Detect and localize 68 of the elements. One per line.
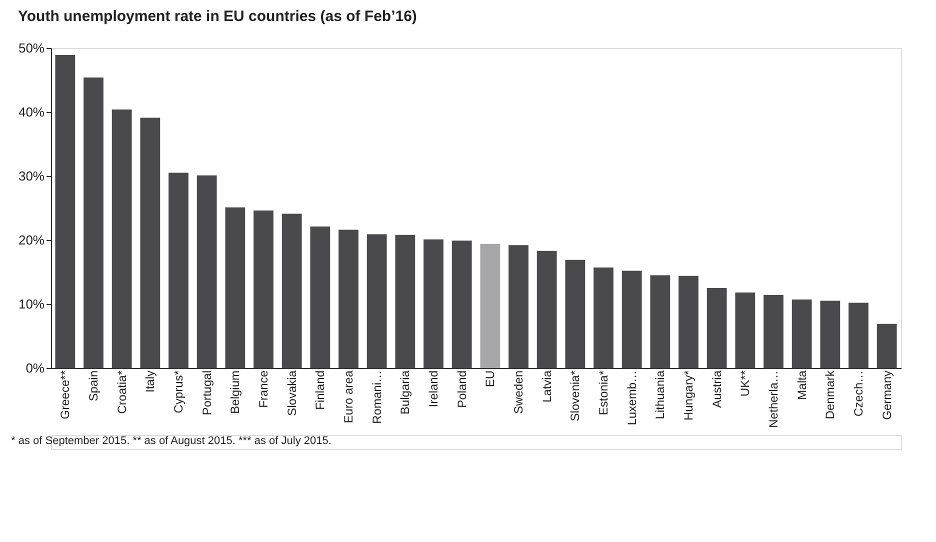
- x-tick-label: Latvia: [540, 370, 554, 403]
- bar: [764, 295, 784, 368]
- bar: [480, 244, 500, 368]
- bar: [254, 210, 274, 368]
- bar: [366, 234, 387, 368]
- x-tick-label: EU: [483, 370, 498, 388]
- x-tick-label: Czech…: [852, 370, 866, 417]
- x-tick-label: Portugal: [200, 370, 214, 416]
- x-tick-label: Italy: [143, 370, 158, 393]
- bar: [112, 109, 132, 368]
- x-tick-label: Finland: [313, 370, 328, 410]
- x-tick-label: Croatia*: [114, 370, 129, 414]
- y-tick-label: 0%: [26, 360, 45, 376]
- bar: [282, 214, 302, 368]
- bar: [876, 324, 897, 368]
- bar: [735, 292, 756, 368]
- y-tick-label: 10%: [18, 296, 45, 312]
- x-tick-label: France: [256, 370, 270, 408]
- x-tick-label: Hungary*: [682, 370, 696, 421]
- x-tick-label: Belgium: [228, 370, 242, 414]
- bar: [225, 207, 246, 368]
- bar: [536, 250, 557, 368]
- x-tick-label: Germany: [880, 370, 894, 420]
- x-tick-label: Denmark: [823, 370, 838, 420]
- y-tick-label: 20%: [18, 232, 45, 248]
- x-tick-label: Euro area: [342, 370, 356, 424]
- bar: [678, 276, 698, 368]
- x-tick-label: Luxemb…: [624, 370, 639, 426]
- x-tick-label: Bulgaria: [398, 370, 412, 415]
- bar: [594, 268, 614, 368]
- x-tick-label: Spain: [86, 370, 100, 402]
- x-tick-label: Sweden: [512, 370, 526, 414]
- y-tick-label: 30%: [18, 168, 45, 184]
- bar: [650, 275, 670, 368]
- x-tick-label: Cyprus*: [172, 370, 186, 414]
- bar: [820, 300, 840, 368]
- x-tick-label: Slovakia: [284, 370, 299, 416]
- bar: [395, 234, 416, 368]
- bar: [338, 230, 358, 368]
- bar: [168, 172, 188, 368]
- text: * as of September 2015. ** as of August 2015. *** as of July 2015.: [11, 435, 332, 447]
- y-tick-label: 50%: [18, 40, 45, 56]
- x-tick-label: Poland: [454, 370, 469, 408]
- bar: [310, 226, 330, 368]
- x-tick-label: Austria: [710, 370, 724, 408]
- bar: [622, 270, 642, 368]
- bar: [55, 55, 76, 368]
- x-tick-label: Greece**: [58, 370, 72, 420]
- bar: [706, 288, 727, 368]
- x-tick-label: Romani…: [370, 370, 384, 424]
- bar: [565, 260, 586, 368]
- bar: [196, 175, 217, 368]
- x-tick-label: Netherla…: [766, 370, 780, 428]
- x-tick-label: Estonia*: [596, 370, 610, 416]
- bar: [84, 77, 104, 368]
- bar: [424, 239, 444, 368]
- x-tick-label: Ireland: [426, 370, 440, 408]
- bar: [792, 300, 812, 368]
- x-tick-label: Lithuania: [653, 370, 668, 420]
- chart-title: Youth unemployment rate in EU countries (as of Feb’16): [18, 8, 417, 25]
- bar: [140, 118, 160, 368]
- y-tick-label: 40%: [18, 104, 45, 120]
- x-tick-label: UK**: [738, 370, 752, 397]
- bar: [508, 245, 528, 368]
- x-tick-label: Slovenia*: [568, 370, 582, 422]
- bar: [452, 240, 472, 368]
- bar: [848, 302, 868, 368]
- x-tick-label: Malta: [794, 370, 809, 400]
